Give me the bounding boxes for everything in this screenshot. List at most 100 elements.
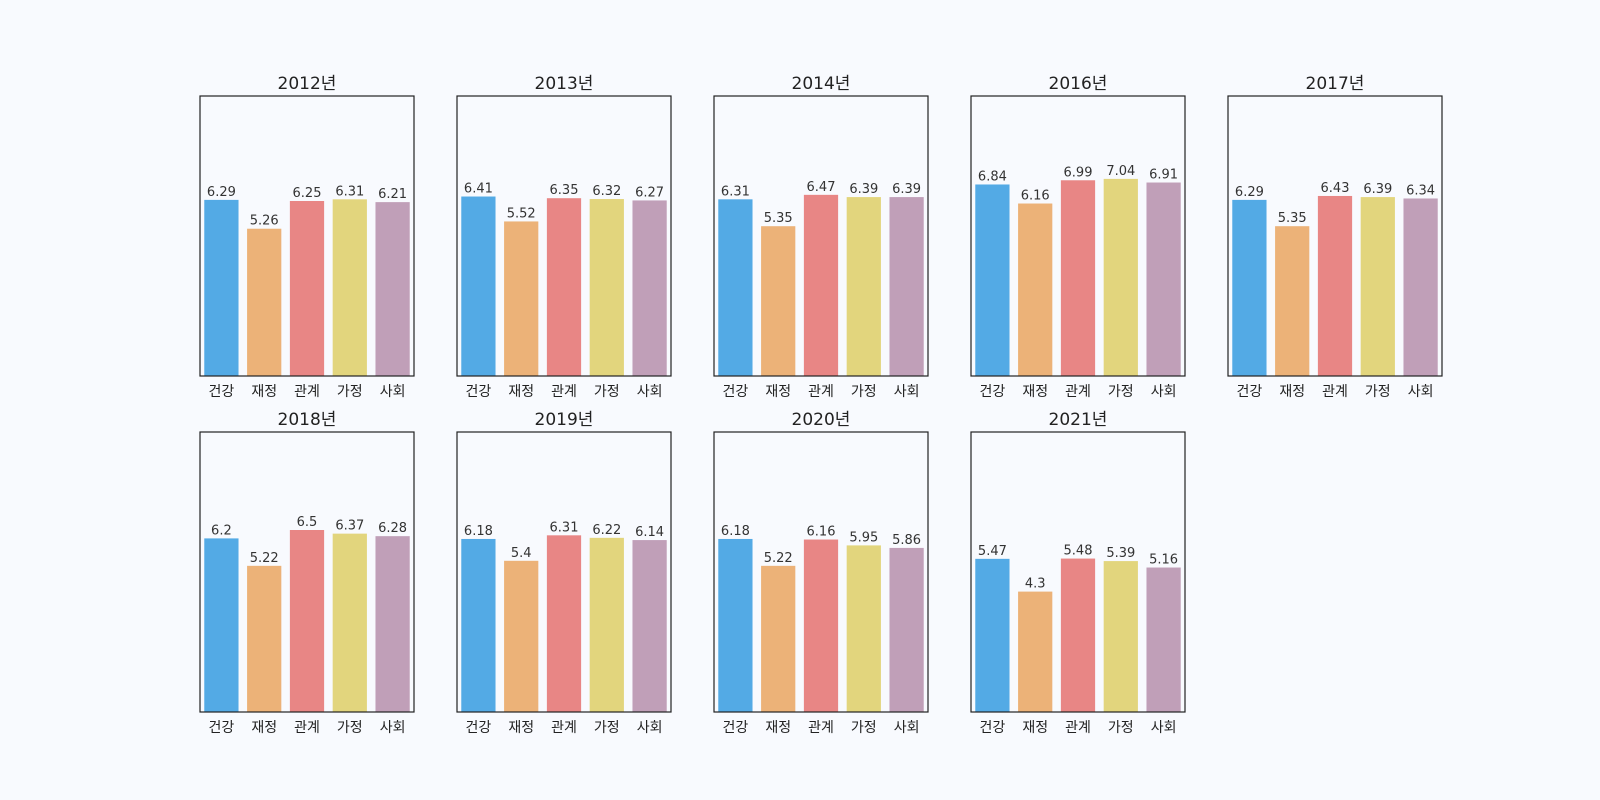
x-tick-label: 관계 <box>551 720 577 736</box>
x-tick-label: 건강 <box>1237 384 1263 400</box>
x-tick-label: 사회 <box>637 720 663 736</box>
data-label: 6.35 <box>550 183 579 198</box>
data-label: 6.39 <box>849 182 878 197</box>
x-tick-label: 재정 <box>508 720 534 736</box>
data-label: 6.39 <box>1363 182 1392 197</box>
bar <box>718 199 753 376</box>
data-label: 6.16 <box>1021 189 1050 204</box>
bar <box>289 201 325 376</box>
axes-frame <box>713 95 929 377</box>
x-tick-label: 관계 <box>808 720 834 736</box>
data-label: 5.4 <box>511 546 532 561</box>
panel-title: 2021년 <box>1048 410 1108 430</box>
x-tick-label: 사회 <box>637 384 663 400</box>
axes-frame <box>456 95 672 377</box>
x-tick-label: 사회 <box>380 720 406 736</box>
x-tick-label: 재정 <box>1022 720 1048 736</box>
bar <box>461 538 496 712</box>
bar <box>1232 199 1267 376</box>
bar <box>589 199 624 376</box>
x-tick-label: 가정 <box>337 384 363 400</box>
data-label: 6.29 <box>207 185 236 200</box>
panel-title: 2012년 <box>277 74 337 94</box>
bar <box>589 537 624 712</box>
x-tick-label: 건강 <box>980 384 1006 400</box>
panel-title: 2018년 <box>277 410 337 430</box>
axes-frame <box>199 95 415 377</box>
x-tick-label: 관계 <box>808 384 834 400</box>
x-tick-label: 건강 <box>723 384 749 400</box>
panel-title: 2013년 <box>534 74 594 94</box>
x-tick-label: 관계 <box>551 384 577 400</box>
bar <box>247 228 282 376</box>
data-label: 6.47 <box>807 180 836 195</box>
data-label: 5.86 <box>892 533 921 548</box>
axes-frame <box>970 431 1186 713</box>
bar <box>1146 182 1181 376</box>
x-tick-label: 건강 <box>723 720 749 736</box>
data-label: 6.31 <box>550 520 579 535</box>
data-label: 6.18 <box>464 524 493 539</box>
data-label: 5.39 <box>1106 546 1135 561</box>
panel-title: 2017년 <box>1305 74 1365 94</box>
bar <box>1360 197 1395 376</box>
bar <box>846 197 881 376</box>
x-tick-label: 사회 <box>380 384 406 400</box>
axes-frame <box>970 95 1186 377</box>
data-label: 6.91 <box>1149 168 1178 183</box>
data-label: 6.37 <box>335 519 364 534</box>
x-tick-label: 가정 <box>594 720 620 736</box>
data-label: 6.29 <box>1235 185 1264 200</box>
bar <box>247 565 282 712</box>
bar <box>289 530 325 712</box>
x-tick-label: 건강 <box>466 720 492 736</box>
bar <box>975 184 1010 376</box>
x-tick-label: 가정 <box>851 720 877 736</box>
x-tick-label: 건강 <box>980 720 1006 736</box>
data-label: 5.22 <box>250 551 279 566</box>
data-label: 6.25 <box>293 186 322 201</box>
panel: 6.29 건강 5.26 재정 6.25 관계 6.31 가정 6.21 사회 <box>199 95 415 400</box>
data-label: 6.32 <box>592 184 621 199</box>
panel-title: 2014년 <box>791 74 851 94</box>
panel: 6.84 건강 6.16 재정 6.99 관계 7.04 가정 6.91 사회 <box>970 95 1186 400</box>
data-label: 6.99 <box>1064 165 1093 180</box>
bar <box>718 538 753 712</box>
bar <box>546 198 582 376</box>
data-label: 6.41 <box>464 182 493 197</box>
bar <box>1060 180 1096 376</box>
bar <box>1018 203 1053 376</box>
data-label: 6.84 <box>978 169 1007 184</box>
data-label: 5.95 <box>849 530 878 545</box>
data-label: 4.3 <box>1025 577 1046 592</box>
panel: 6.18 건강 5.4 재정 6.31 관계 6.22 가정 6.14 사회 <box>456 431 672 736</box>
axes-frame <box>713 431 929 713</box>
bar <box>1103 561 1138 712</box>
bar <box>889 197 924 376</box>
bar <box>632 200 667 376</box>
data-label: 6.34 <box>1406 183 1435 198</box>
x-tick-label: 재정 <box>1022 384 1048 400</box>
bar <box>461 196 496 376</box>
x-tick-label: 가정 <box>1108 384 1134 400</box>
x-tick-label: 가정 <box>1108 720 1134 736</box>
bar <box>375 202 410 376</box>
data-label: 5.35 <box>1278 211 1307 226</box>
x-tick-label: 관계 <box>1322 384 1348 400</box>
data-label: 6.43 <box>1321 181 1350 196</box>
bar <box>761 565 796 712</box>
bar <box>975 558 1010 712</box>
bar <box>504 221 539 376</box>
data-label: 6.18 <box>721 524 750 539</box>
data-label: 6.27 <box>635 185 664 200</box>
panel-title: 2020년 <box>791 410 851 430</box>
x-tick-label: 건강 <box>209 384 235 400</box>
axes-frame <box>456 431 672 713</box>
x-tick-label: 관계 <box>1065 384 1091 400</box>
x-tick-label: 사회 <box>1151 720 1177 736</box>
x-tick-label: 관계 <box>294 720 320 736</box>
data-label: 5.22 <box>764 551 793 566</box>
panel: 5.47 건강 4.3 재정 5.48 관계 5.39 가정 5.16 사회 <box>970 431 1186 736</box>
bar <box>803 539 839 712</box>
